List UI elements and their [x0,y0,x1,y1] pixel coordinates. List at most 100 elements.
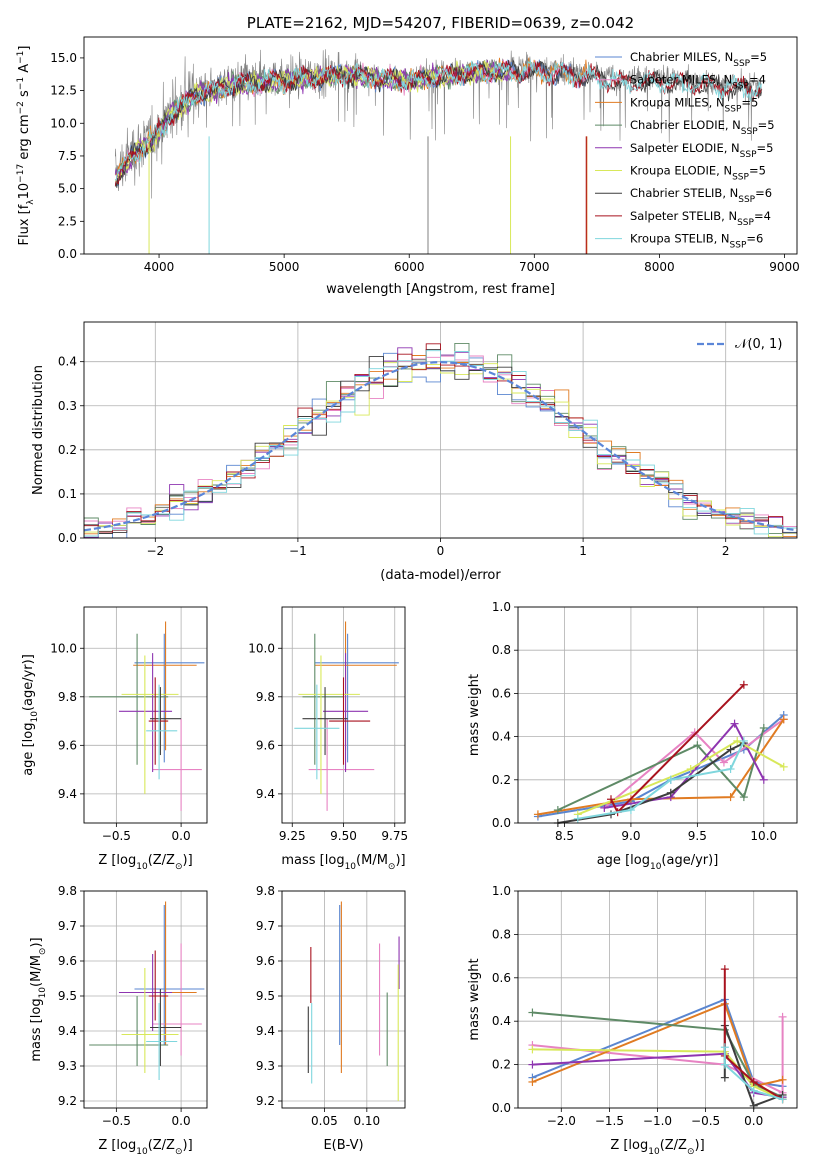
x-tick-label: 0.05 [311,1114,338,1128]
y-tick-label: 10.0 [50,116,77,130]
x-tick-label: −2 [146,544,164,558]
y-tick-label: 5.0 [58,182,77,196]
mass-vs-z-y-label: mass [log10(M/M⊙)] [29,937,48,1061]
y-tick-label: 0.4 [492,730,511,744]
mass-weight-vs-age-x-label: age [log10(age/yr)] [597,853,719,872]
y-tick-label: 9.7 [58,919,77,933]
axes-frame [83,36,798,255]
x-tick-label: 9.50 [330,829,357,843]
x-tick-label: 0 [437,544,445,558]
legend-entry: Kroupa ELODIE, NSSP=5 [630,164,766,183]
weight-line-chabrier-miles [532,998,783,1088]
y-tick-label: 0.0 [58,247,77,261]
y-tick-label: 0.1 [58,487,77,501]
spectrum-x-label: wavelength [Angstrom, rest frame] [326,282,555,297]
x-tick-label: −0.5 [102,1114,131,1128]
x-tick-label: 9.25 [279,829,306,843]
mass-weight-vs-z-panel: −2.0 −1.5 −1.0 −0.5 0.0 0.0 0.2 0.4 0.6 0.8 1.0 Z [… [467,884,798,1157]
y-tick-label: 0.0 [58,531,77,545]
weight-line-salpeter-elodie [604,721,765,809]
y-tick-label: 9.4 [256,787,275,801]
x-tick-label: 9.5 [688,829,707,843]
y-tick-label: 9.4 [256,1024,275,1038]
y-tick-label: 9.2 [58,1094,77,1108]
age-vs-z-x-label: Z [log10(Z/Z⊙)] [98,853,192,872]
legend-entry: Chabrier ELODIE, NSSP=5 [630,118,775,137]
y-tick-label: 9.4 [58,1024,77,1038]
x-tick-label: 9000 [769,260,800,274]
age-vs-z-y-label: age [log10(age/yr)] [21,654,40,776]
axes-frame [517,890,798,1109]
model-spectrum-kroupa-elodie [114,60,511,185]
model-spectrum-salpeter-stelib [114,60,762,186]
normal-curve [83,360,798,532]
x-tick-label: −1.0 [643,1114,672,1128]
y-tick-label: 9.7 [256,919,275,933]
legend-entry: 𝒩(0, 1) [735,337,782,352]
x-tick-label: 7000 [519,260,550,274]
mass-vs-ebv-x-label: E(B-V) [323,1138,363,1153]
x-tick-label: 1 [579,544,587,558]
y-tick-label: 0.0 [492,1101,511,1115]
x-tick-label: 5000 [269,260,300,274]
y-tick-label: 9.2 [256,1094,275,1108]
y-tick-label: 9.6 [58,954,77,968]
legend-entry: Kroupa MILES, NSSP=5 [630,95,758,114]
axes-frame [517,606,798,824]
y-tick-label: 1.0 [492,600,511,614]
y-tick-label: 9.6 [256,954,275,968]
x-tick-label: 8000 [644,260,675,274]
axes-frame [83,321,798,539]
weight-line-kroupa-miles [537,718,785,816]
mass-vs-z-x-label: Z [log10(Z/Z⊙)] [98,1138,192,1157]
axes-frame [281,890,406,1109]
y-tick-label: 0.4 [58,355,77,369]
x-tick-label: 4000 [144,260,175,274]
histogram-x-label: (data-model)/error [380,568,501,583]
mass-weight-vs-age-panel: 8.5 9.0 9.5 10.0 0.0 0.2 0.4 0.6 0.8 1.0 age [log1… [467,600,798,872]
y-tick-label: 0.4 [492,1014,511,1028]
model-spectrum-kroupa-stelib [114,59,762,183]
mass-vs-ebv-panel: 0.05 0.10 9.2 9.3 9.4 9.5 9.6 9.7 9.8 E(B-V) [256,884,406,1153]
y-tick-label: 12.5 [50,84,77,98]
mass-weight-vs-z-y-label: mass weight [467,958,482,1040]
legend-entry: Chabrier MILES, NSSP=5 [630,50,767,69]
y-tick-label: 0.6 [492,971,511,985]
y-tick-label: 9.8 [256,690,275,704]
y-tick-label: 9.6 [58,738,77,752]
x-tick-label: −0.5 [691,1114,720,1128]
x-tick-label: 2 [722,544,730,558]
y-tick-label: 2.5 [58,214,77,228]
legend-entry: Salpeter MILES, NSSP=4 [630,73,766,92]
y-tick-label: 0.8 [492,643,511,657]
axes-frame [281,606,406,824]
y-tick-label: 9.3 [58,1059,77,1073]
y-tick-label: 10.0 [248,641,275,655]
y-tick-label: 9.3 [256,1059,275,1073]
y-tick-label: 10.0 [50,641,77,655]
weight-line-salpeter-miles [603,718,785,809]
x-tick-label: 10.0 [750,829,777,843]
legend-entry: Salpeter STELIB, NSSP=4 [630,209,771,228]
y-tick-label: 9.8 [58,884,77,898]
y-tick-label: 0.8 [492,927,511,941]
y-tick-label: 0.2 [492,773,511,787]
x-tick-label: −1.5 [595,1114,624,1128]
age-vs-z-panel: −0.5 0.0 9.4 9.6 9.8 10.0 Z [log10(Z/Z⊙)] age [… [21,606,208,872]
x-tick-label: 0.0 [172,829,191,843]
legend-entry: Kroupa STELIB, NSSP=6 [630,232,763,251]
age-vs-mass-panel: 9.25 9.50 9.75 9.4 9.6 9.8 10.0 mass [log10(M/M… [248,606,408,872]
y-tick-label: 9.8 [256,884,275,898]
y-tick-label: 9.5 [256,989,275,1003]
x-tick-label: 0.0 [744,1114,763,1128]
y-tick-label: 9.5 [58,989,77,1003]
x-tick-label: −0.5 [102,829,131,843]
y-tick-label: 0.0 [492,816,511,830]
x-tick-label: 9.0 [621,829,640,843]
legend-entry: Salpeter ELODIE, NSSP=5 [630,141,773,160]
mass-vs-z-panel: −0.5 0.0 9.2 9.3 9.4 9.5 9.6 9.7 9.8 Z [log10(Z/Z… [29,884,208,1157]
weight-line-kroupa-stelib [723,1047,783,1101]
x-tick-label: 0.0 [172,1114,191,1128]
y-tick-label: 0.2 [492,1058,511,1072]
histogram-y-label: Normed distribution [31,365,46,495]
